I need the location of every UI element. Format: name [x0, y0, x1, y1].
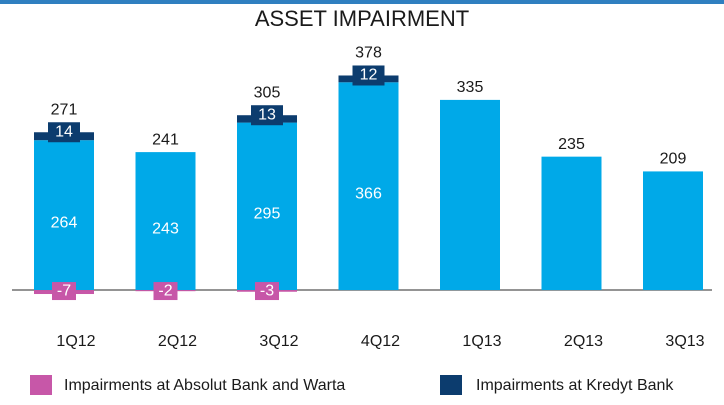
- legend-swatch: [30, 375, 52, 395]
- label-box: [251, 105, 283, 126]
- x-tick-label: 1Q13: [462, 333, 501, 350]
- bar: [643, 171, 703, 291]
- total-label: 235: [558, 136, 585, 153]
- label-box: [48, 122, 80, 143]
- x-tick-label: 1Q12: [56, 333, 95, 350]
- total-label: 271: [51, 101, 78, 118]
- bar: [338, 82, 399, 291]
- chart-title: ASSET IMPAIRMENT: [255, 6, 469, 31]
- bar-label: -3: [260, 282, 274, 299]
- bar-label: 14: [55, 123, 73, 140]
- bar: [237, 122, 297, 291]
- total-label: 209: [660, 151, 687, 168]
- bar: [440, 99, 500, 291]
- bar: [541, 156, 602, 291]
- bar-label: 264: [51, 214, 78, 231]
- bar: [135, 152, 196, 291]
- x-tick-label: 3Q13: [665, 333, 704, 350]
- x-tick-label: 2Q12: [158, 333, 197, 350]
- legend-swatch: [440, 375, 462, 395]
- label-box: [52, 282, 76, 301]
- total-label: 335: [457, 79, 484, 96]
- bar: [34, 140, 94, 291]
- bar-label: 295: [254, 206, 281, 223]
- bar-label: 13: [258, 106, 276, 123]
- label-box: [255, 282, 279, 301]
- x-tick-label: 3Q12: [259, 333, 298, 350]
- bar-label: 12: [360, 67, 378, 84]
- label-box: [352, 65, 385, 86]
- bar-label: 366: [355, 185, 382, 202]
- top-rule: [0, 0, 724, 4]
- legend-label: Impairments at Absolut Bank and Warta: [64, 377, 345, 394]
- legend-label: Impairments at Kredyt Bank: [476, 377, 674, 394]
- total-label: 241: [152, 131, 179, 148]
- x-tick-label: 4Q12: [361, 333, 400, 350]
- total-label: 305: [254, 84, 281, 101]
- label-box: [153, 282, 178, 301]
- bar-label: -7: [57, 282, 71, 299]
- bar-label: -2: [158, 282, 172, 299]
- total-label: 378: [355, 45, 382, 62]
- bar-label: 243: [152, 220, 179, 237]
- x-tick-label: 2Q13: [564, 333, 603, 350]
